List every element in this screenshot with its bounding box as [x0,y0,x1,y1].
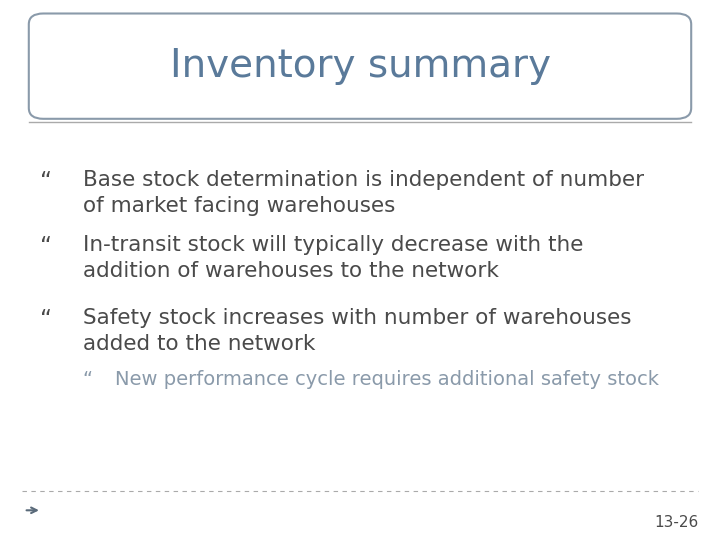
Text: “: “ [40,308,52,331]
Text: Inventory summary: Inventory summary [169,48,551,85]
Text: 13-26: 13-26 [654,515,698,530]
Text: Safety stock increases with number of warehouses
added to the network: Safety stock increases with number of wa… [83,308,631,354]
Text: New performance cycle requires additional safety stock: New performance cycle requires additiona… [115,370,660,389]
Text: “: “ [40,235,52,258]
FancyBboxPatch shape [29,14,691,119]
Text: Base stock determination is independent of number
of market facing warehouses: Base stock determination is independent … [83,170,644,217]
Text: “: “ [40,170,52,193]
Text: In-transit stock will typically decrease with the
addition of warehouses to the : In-transit stock will typically decrease… [83,235,583,281]
Text: “: “ [83,370,93,389]
